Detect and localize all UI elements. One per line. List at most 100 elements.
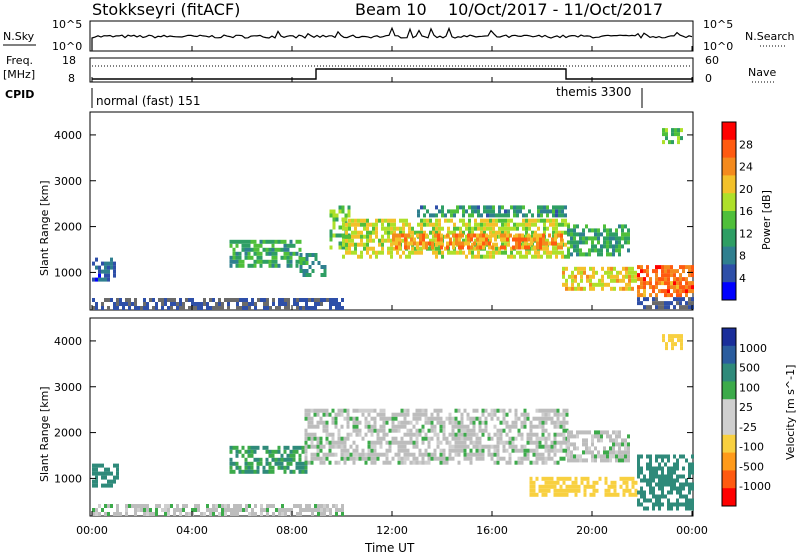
- data-cell: [385, 460, 389, 465]
- data-cell: [662, 128, 665, 133]
- data-cell: [316, 408, 320, 413]
- data-cell: [664, 482, 667, 487]
- data-cell: [625, 286, 628, 291]
- data-cell: [612, 442, 615, 447]
- data-cell: [388, 416, 392, 421]
- data-cell: [624, 454, 627, 459]
- data-cell: [553, 444, 557, 449]
- data-cell: [345, 226, 348, 231]
- data-cell: [676, 486, 679, 491]
- data-cell: [414, 250, 417, 255]
- data-cell: [304, 408, 308, 413]
- data-cell: [322, 420, 326, 425]
- data-cell: [420, 230, 423, 235]
- data-cell: [409, 428, 413, 433]
- data-cell: [546, 226, 549, 231]
- data-cell: [423, 222, 426, 227]
- data-cell: [411, 230, 414, 235]
- data-cell: [514, 420, 518, 425]
- data-cell: [385, 448, 389, 453]
- data-cell: [501, 218, 504, 223]
- data-cell: [540, 254, 543, 259]
- data-cell: [361, 408, 365, 413]
- data-cell: [479, 237, 482, 242]
- data-cell: [256, 457, 260, 462]
- data-cell: [433, 416, 437, 421]
- data-cell: [516, 209, 519, 214]
- data-cell: [658, 494, 661, 499]
- data-cell: [338, 209, 342, 214]
- data-cell: [486, 226, 489, 231]
- data-cell: [314, 302, 317, 306]
- data-cell: [427, 436, 431, 441]
- data-cell: [471, 226, 474, 231]
- data-cell: [232, 259, 236, 264]
- data-cell: [677, 136, 680, 141]
- data-cell: [625, 484, 629, 489]
- data-cell: [404, 241, 407, 246]
- data-cell: [591, 450, 594, 455]
- data-cell: [271, 449, 275, 454]
- data-cell: [384, 238, 387, 243]
- data-cell: [311, 261, 315, 265]
- data-cell: [489, 234, 492, 239]
- data-cell: [397, 452, 401, 457]
- data-cell: [247, 469, 251, 474]
- data-cell: [325, 412, 329, 417]
- data-cell: [624, 232, 627, 237]
- data-cell: [667, 506, 670, 511]
- data-cell: [562, 270, 565, 275]
- data-cell: [461, 241, 464, 246]
- data-cell: [679, 486, 682, 491]
- data-cell: [496, 428, 500, 433]
- data-cell: [600, 454, 603, 459]
- data-cell: [667, 466, 670, 471]
- data-cell: [457, 448, 461, 453]
- data-cell: [95, 479, 98, 484]
- data-cell: [338, 225, 342, 230]
- data-cell: [673, 269, 676, 274]
- data-cell: [682, 277, 685, 282]
- data-cell: [305, 306, 308, 310]
- data-cell: [560, 233, 563, 238]
- data-cell: [387, 230, 390, 235]
- data-cell: [498, 234, 501, 239]
- data-cell: [361, 452, 365, 457]
- data-cell: [363, 218, 366, 223]
- data-cell: [191, 302, 194, 306]
- data-cell: [342, 218, 345, 223]
- data-cell: [551, 237, 554, 242]
- data-cell: [286, 255, 290, 260]
- data-cell: [348, 246, 351, 251]
- data-cell: [161, 298, 164, 302]
- data-cell: [394, 440, 398, 445]
- data-cell: [299, 269, 303, 273]
- data-cell: [390, 238, 393, 243]
- data-cell: [518, 241, 521, 246]
- data-cell: [553, 420, 557, 425]
- data-cell: [518, 245, 521, 250]
- data-cell: [606, 244, 609, 249]
- data-cell: [301, 465, 305, 470]
- data-cell: [624, 458, 627, 463]
- data-cell: [421, 452, 425, 457]
- data-cell: [331, 436, 335, 441]
- data-cell: [658, 305, 661, 310]
- data-cell: [489, 238, 492, 243]
- colorbar-tick-label: -25: [739, 421, 757, 434]
- data-cell: [538, 440, 542, 445]
- data-cell: [484, 444, 488, 449]
- data-cell: [250, 469, 254, 474]
- data-cell: [517, 460, 521, 465]
- data-cell: [477, 242, 480, 247]
- data-cell: [161, 302, 164, 306]
- colorbar-tick-label: 25: [739, 401, 753, 414]
- data-cell: [238, 469, 242, 474]
- data-cell: [597, 232, 600, 237]
- data-cell: [454, 444, 458, 449]
- data-cell: [314, 298, 317, 302]
- data-cell: [643, 293, 646, 298]
- data-cell: [685, 293, 688, 298]
- data-cell: [280, 453, 284, 458]
- data-cell: [564, 213, 567, 218]
